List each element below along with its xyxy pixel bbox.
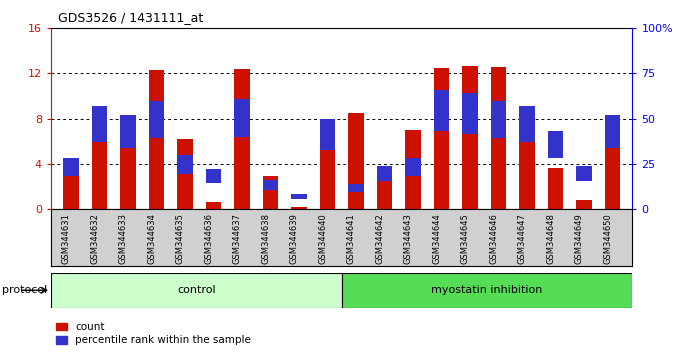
Bar	[348, 113, 364, 209]
Text: control: control	[177, 285, 216, 295]
Bar	[462, 93, 478, 134]
Text: GSM344642: GSM344642	[375, 213, 384, 264]
Bar	[405, 130, 421, 209]
Bar	[205, 169, 221, 183]
Text: GSM344647: GSM344647	[518, 213, 527, 264]
Bar	[405, 158, 421, 176]
Bar	[576, 166, 592, 181]
Bar	[434, 68, 449, 209]
Text: GSM344638: GSM344638	[261, 213, 271, 264]
Bar	[377, 172, 392, 209]
Text: GSM344631: GSM344631	[62, 213, 71, 264]
Bar	[234, 69, 250, 209]
Text: GSM344648: GSM344648	[547, 213, 556, 264]
Bar	[149, 101, 165, 138]
Bar	[490, 67, 507, 209]
Text: GSM344643: GSM344643	[404, 213, 413, 264]
Text: GSM344641: GSM344641	[347, 213, 356, 264]
Bar	[547, 131, 563, 158]
Bar	[262, 176, 278, 209]
Text: GDS3526 / 1431111_at: GDS3526 / 1431111_at	[58, 11, 203, 24]
Bar	[177, 139, 193, 209]
Text: GSM344637: GSM344637	[233, 213, 242, 264]
Bar	[490, 101, 507, 138]
Bar	[149, 70, 165, 209]
Bar	[205, 202, 221, 209]
Text: GSM344645: GSM344645	[461, 213, 470, 264]
Bar	[262, 180, 278, 190]
Text: myostatin inhibition: myostatin inhibition	[431, 285, 543, 295]
Bar	[291, 207, 307, 209]
Bar	[63, 164, 79, 209]
Bar	[462, 65, 478, 209]
Text: GSM344639: GSM344639	[290, 213, 299, 264]
Text: GSM344636: GSM344636	[205, 213, 214, 264]
Bar	[234, 99, 250, 137]
Bar	[51, 273, 341, 308]
Bar	[605, 138, 620, 209]
Text: GSM344649: GSM344649	[575, 213, 584, 264]
Bar	[320, 124, 335, 209]
Bar	[291, 194, 307, 199]
Bar	[120, 115, 136, 148]
Text: GSM344646: GSM344646	[490, 213, 498, 264]
Text: GSM344633: GSM344633	[119, 213, 128, 264]
Bar	[92, 114, 107, 209]
Text: GSM344644: GSM344644	[432, 213, 441, 264]
Bar	[341, 273, 632, 308]
Bar	[348, 184, 364, 193]
Text: protocol: protocol	[2, 285, 48, 295]
Bar	[92, 106, 107, 142]
Legend: count, percentile rank within the sample: count, percentile rank within the sample	[56, 322, 251, 345]
Text: GSM344634: GSM344634	[148, 213, 156, 264]
Text: GSM344635: GSM344635	[176, 213, 185, 264]
Bar	[576, 200, 592, 209]
Bar	[320, 119, 335, 150]
Bar	[519, 106, 534, 142]
Text: GSM344632: GSM344632	[90, 213, 99, 264]
Bar	[547, 168, 563, 209]
Bar	[377, 166, 392, 181]
Bar	[120, 116, 136, 209]
Bar	[177, 155, 193, 174]
Text: GSM344650: GSM344650	[603, 213, 613, 264]
Bar	[605, 115, 620, 148]
Bar	[519, 116, 534, 209]
Text: GSM344640: GSM344640	[318, 213, 328, 264]
Bar	[434, 90, 449, 131]
Bar	[63, 158, 79, 176]
